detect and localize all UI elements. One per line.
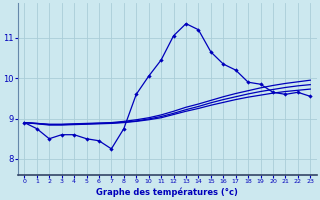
- X-axis label: Graphe des températures (°c): Graphe des températures (°c): [96, 187, 238, 197]
